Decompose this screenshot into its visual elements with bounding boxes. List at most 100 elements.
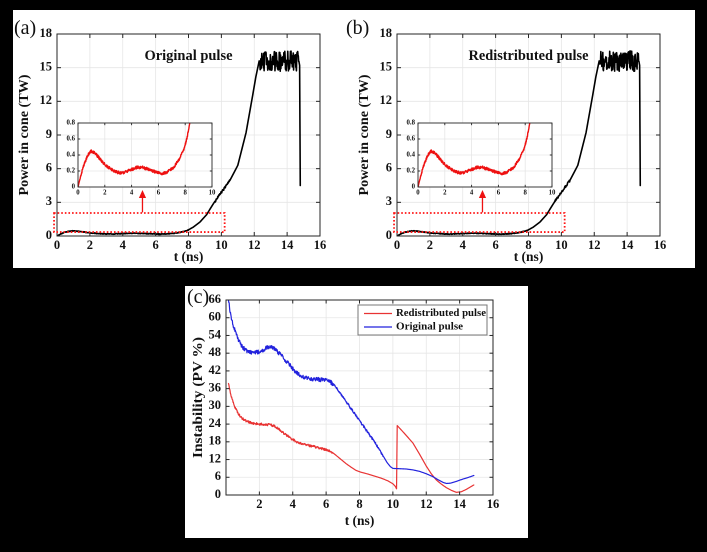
curves-group [78,123,191,187]
arrow-head-icon [138,189,147,198]
x-tick-label: 6 [157,190,161,197]
panel-c-figure: (c) 2 4 6 8 10 12 14 16 0 6 12 18 24 30 36 42 48 54 60 66 t … [185,286,528,538]
x-tick-label: 16 [487,497,500,511]
curves-group [227,300,475,493]
x-tick-label: 16 [314,238,327,252]
y-tick-label: 0 [386,228,392,242]
y-tick-label: 42 [209,363,222,377]
curves-group [57,50,302,236]
y-tick-label: 48 [209,345,222,359]
y-tick-label: 18 [40,26,53,40]
y-tick-label: 0.6 [407,136,416,143]
panel-a-plot: 0 2 4 6 8 10 12 14 16 0 3 6 9 12 15 18 0 2 4 6 8 10 0 0.2 0.4 0.6… [16,26,327,264]
x-tick-label: 4 [130,190,134,197]
grid-lines [418,123,552,187]
y-tick-label: 15 [40,60,53,74]
curves-group [397,50,642,236]
x-tick-label: 16 [654,238,667,252]
y-tick-label: 30 [209,398,222,412]
legend-entry-label: Redistributed pulse [396,308,486,319]
x-tick-label: 2 [103,190,107,197]
x-tick-label: 8 [523,190,527,197]
x-axis-label: t (ns) [345,513,375,528]
y-tick-label: 0.4 [407,152,416,159]
x-tick-label: 6 [323,497,329,511]
y-tick-label: 3 [46,194,52,208]
curves-group [418,123,531,187]
x-tick-label: 10 [387,497,400,511]
y-tick-label: 12 [380,93,393,107]
x-tick-label: 10 [215,238,228,252]
y-tick-label: 18 [380,26,393,40]
x-tick-label: 2 [87,238,93,252]
y-axis-label: Power in cone (TW) [16,75,31,196]
y-tick-label: 0.6 [67,136,76,143]
x-tick-label: 4 [460,238,467,252]
tick-marks [56,33,321,237]
y-tick-label: 0.2 [67,168,76,175]
inset-axes: 0 2 4 6 8 10 0 0.2 0.4 0.6 0.8 [407,120,557,197]
y-axis-label: Instability (PV %) [190,337,205,458]
y-axis-label: Power in cone (TW) [356,75,371,196]
x-tick-label: 8 [356,497,362,511]
y-tick-label: 9 [46,127,52,141]
curve-redistributed-pulse [397,50,642,236]
y-tick-label: 12 [209,451,222,465]
zoom-region-rect [393,212,566,233]
y-tick-label: 12 [40,93,53,107]
y-tick-label: 0 [46,228,52,242]
panel-title: Redistributed pulse [469,48,590,64]
x-tick-label: 14 [453,497,466,511]
x-tick-label: 8 [183,190,187,197]
x-tick-label: 0 [416,190,420,197]
x-tick-label: 10 [549,190,556,197]
x-tick-label: 4 [290,497,297,511]
x-tick-label: 14 [621,238,634,252]
panel-ab-figure: (a) (b) 0 2 4 6 8 10 12 14 16 0 3 6 9 12 15 18 0 2 4 6 8 10 0 0… [13,10,695,268]
x-tick-label: 14 [281,238,294,252]
y-tick-label: 3 [386,194,392,208]
x-tick-label: 12 [420,497,433,511]
y-tick-label: 24 [209,416,222,430]
zoom-region-rect [53,212,226,233]
x-axis-label: t (ns) [514,249,544,264]
y-tick-label: 0 [215,487,221,501]
x-tick-label: 2 [256,497,262,511]
x-axis-label: t (ns) [174,249,204,264]
x-tick-label: 0 [76,190,80,197]
y-tick-label: 0.4 [67,152,76,159]
tick-marks [417,122,553,188]
x-tick-label: 6 [493,238,499,252]
curve-redistributed-pulse [227,382,475,493]
arrow-head-icon [478,189,487,198]
y-tick-label: 9 [386,127,392,141]
y-tick-label: 60 [209,310,222,324]
y-tick-label: 15 [380,60,393,74]
x-tick-label: 6 [497,190,501,197]
tick-marks [77,122,213,188]
legend-entry-label: Original pulse [396,321,463,332]
x-tick-label: 4 [120,238,127,252]
x-tick-label: 12 [248,238,261,252]
grid-lines [78,123,212,187]
curve-power-zoom-0-10-ns [418,123,531,187]
curve-original-pulse [57,50,302,236]
x-tick-label: 0 [54,238,60,252]
panel-title: Original pulse [145,48,234,64]
y-tick-label: 36 [209,381,222,395]
x-tick-label: 6 [153,238,159,252]
panel-a-letter: (a) [14,17,37,39]
inset-axes: 0 2 4 6 8 10 0 0.2 0.4 0.6 0.8 [67,120,217,197]
panel-c-letter: (c) [187,286,210,308]
y-tick-label: 0 [72,184,76,191]
curve-power-zoom-0-10-ns [78,123,191,187]
y-tick-label: 18 [209,434,222,448]
y-tick-label: 0.2 [407,168,416,175]
legend-box [357,304,488,336]
y-tick-label: 54 [209,327,222,341]
x-tick-label: 4 [470,190,474,197]
x-tick-label: 2 [427,238,433,252]
x-tick-label: 10 [555,238,568,252]
